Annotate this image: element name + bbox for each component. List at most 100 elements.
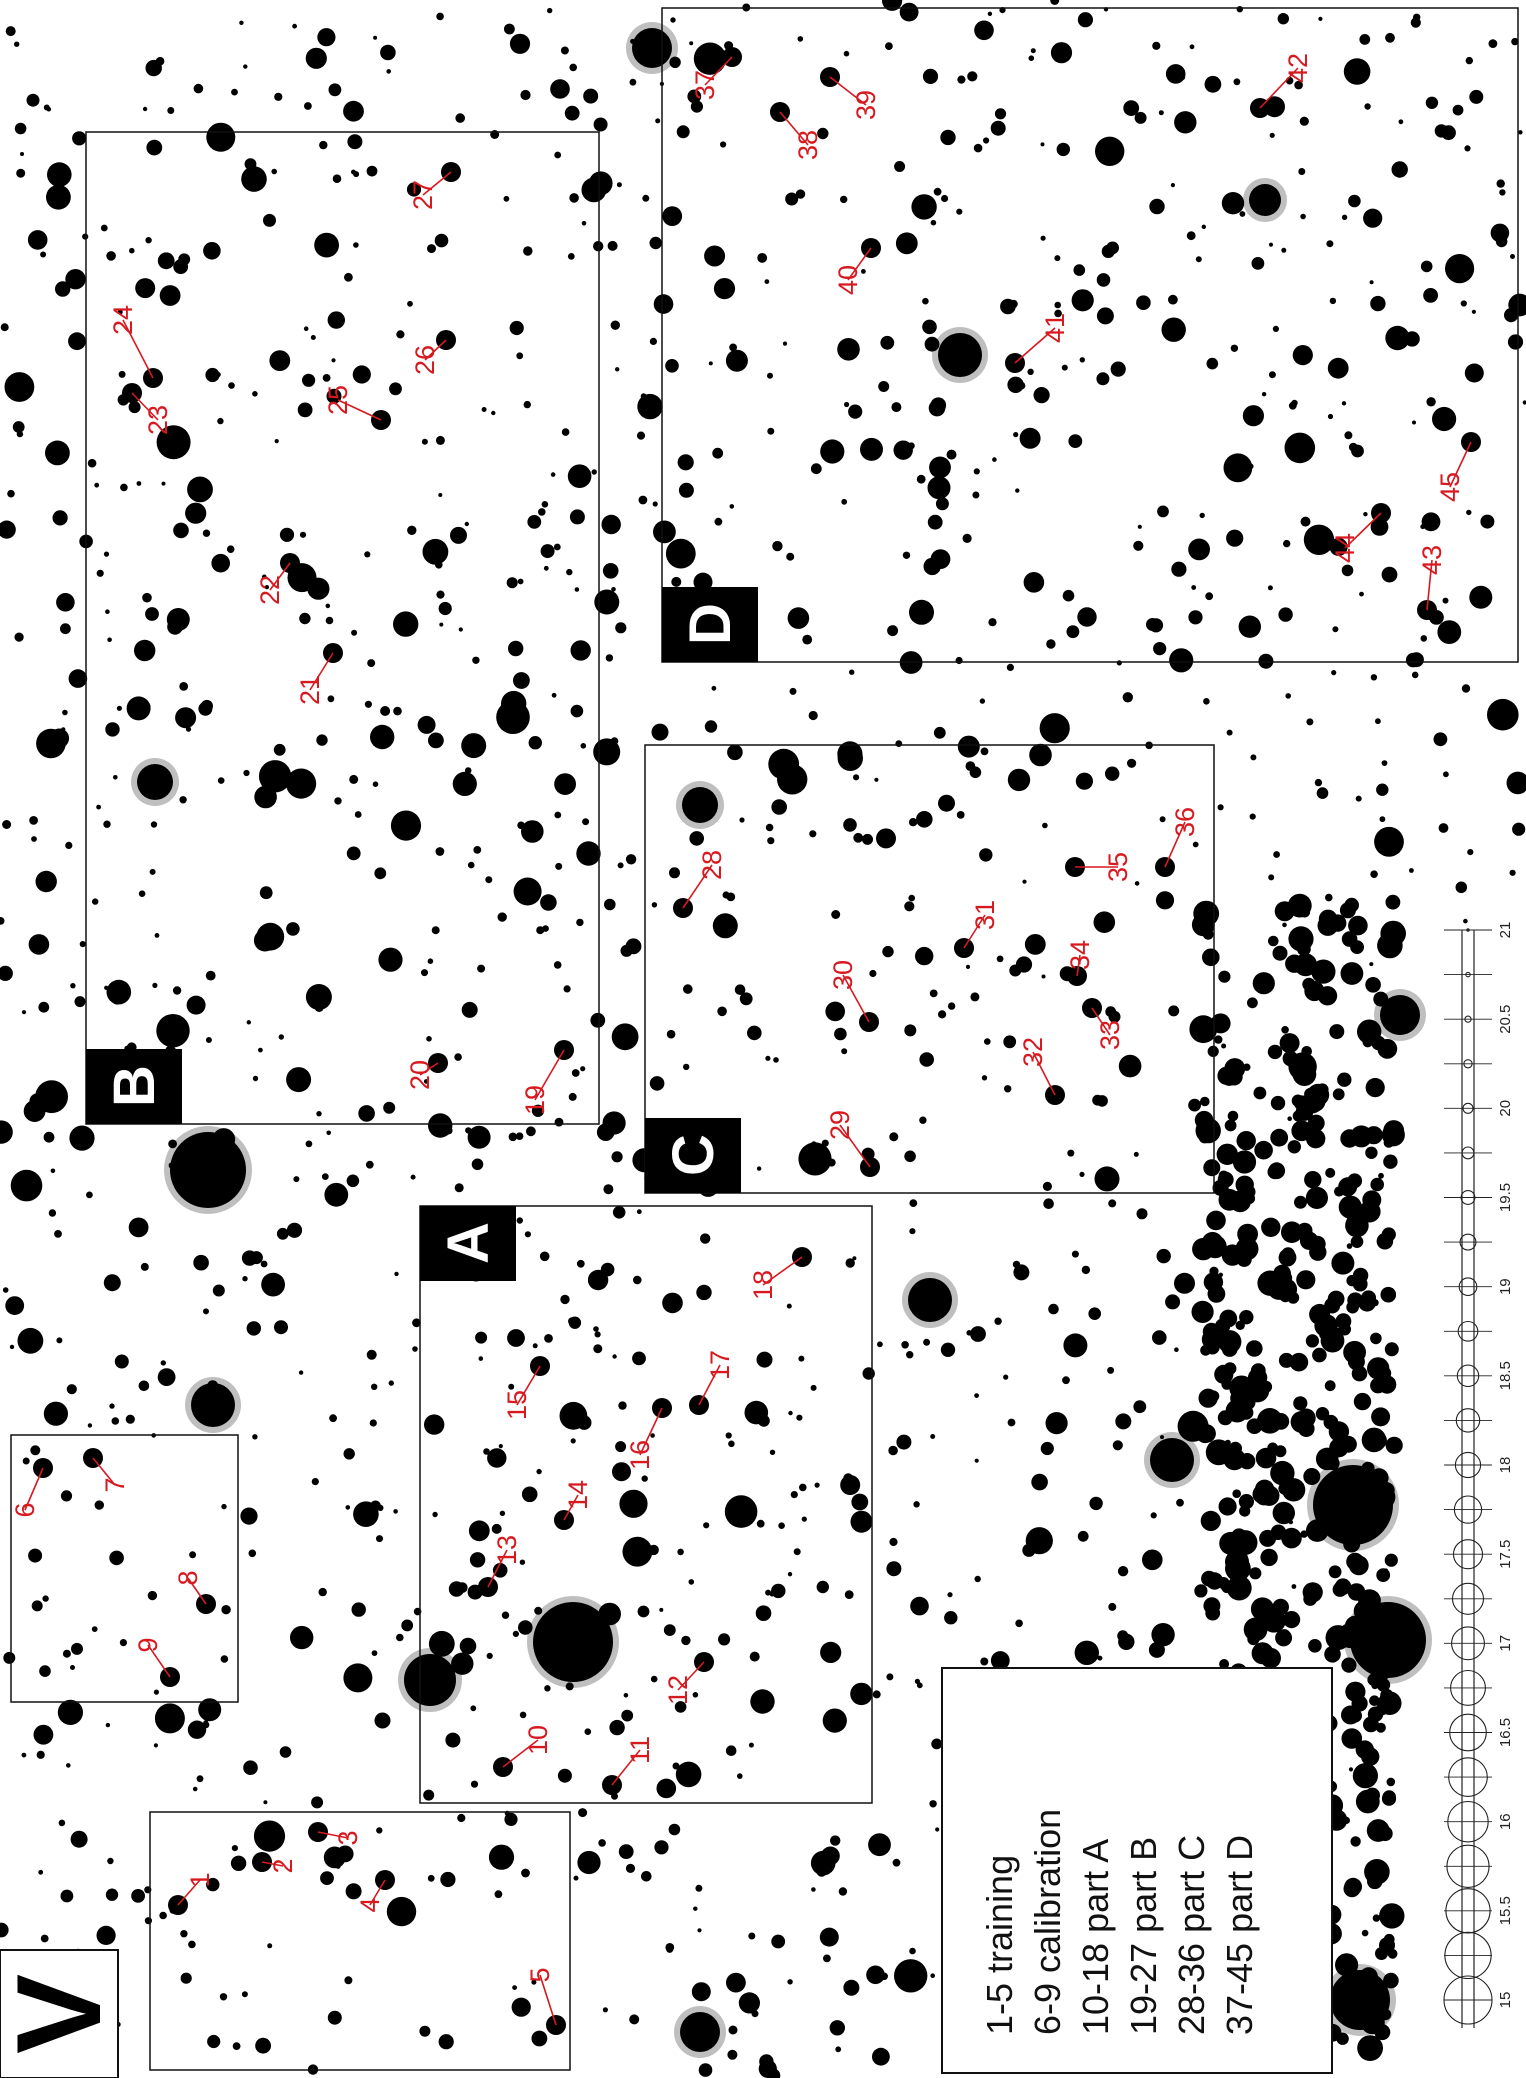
field-star — [1370, 1332, 1382, 1345]
field-star — [465, 1127, 472, 1134]
field-star — [351, 629, 358, 636]
field-star — [248, 1549, 257, 1558]
label-leader — [131, 392, 159, 421]
field-star — [1204, 75, 1222, 93]
label-leader — [563, 1494, 579, 1521]
field-star — [74, 996, 86, 1008]
field-star — [393, 611, 419, 637]
field-star — [1507, 334, 1524, 350]
field-star — [555, 862, 563, 870]
field-star — [1188, 538, 1210, 561]
field-star — [0, 520, 16, 539]
field-star — [1278, 607, 1293, 622]
field-star — [16, 430, 24, 438]
field-star — [105, 722, 120, 737]
region-d-text: D — [678, 603, 743, 645]
star-number-label: 29 — [825, 1110, 855, 1140]
field-star — [1197, 1424, 1216, 1443]
field-star — [1408, 652, 1424, 668]
field-star — [1221, 192, 1245, 215]
field-star — [1079, 1171, 1085, 1177]
field-star — [1370, 870, 1378, 878]
field-star — [1217, 804, 1224, 811]
field-star — [587, 1269, 609, 1291]
field-star — [372, 781, 379, 787]
field-star — [605, 654, 614, 662]
field-star — [393, 706, 402, 716]
field-star — [299, 612, 311, 625]
field-star — [539, 1251, 550, 1262]
field-star — [923, 557, 941, 576]
field-star — [810, 463, 822, 475]
field-star — [1230, 344, 1239, 352]
field-star — [1066, 625, 1080, 639]
field-star — [820, 1641, 842, 1663]
field-star — [1188, 610, 1203, 625]
field-star — [580, 743, 587, 749]
field-star — [1075, 772, 1093, 790]
field-star — [1425, 96, 1439, 110]
field-star — [666, 1029, 676, 1039]
field-star — [179, 682, 189, 691]
field-star — [477, 964, 486, 973]
field-star — [822, 1708, 847, 1733]
field-star — [580, 1066, 586, 1072]
field-star — [370, 724, 395, 750]
field-star — [727, 2049, 738, 2060]
field-star — [21, 1752, 27, 1758]
field-star — [1007, 768, 1031, 792]
field-star — [767, 372, 773, 379]
star-number-label: 35 — [1103, 852, 1133, 882]
field-star — [578, 1808, 588, 1818]
field-star — [290, 1625, 314, 1650]
field-star — [889, 1132, 899, 1142]
field-star — [244, 158, 257, 171]
field-star — [675, 1761, 702, 1788]
field-star — [1191, 585, 1197, 590]
field-star — [909, 1199, 918, 1207]
star-number-label: 34 — [1065, 940, 1095, 970]
field-star — [1142, 1549, 1163, 1571]
field-star — [941, 194, 949, 203]
field-star — [156, 1013, 190, 1048]
star-number-label: 42 — [1283, 53, 1313, 83]
field-star — [374, 867, 387, 880]
field-star — [1325, 1625, 1351, 1651]
field-star — [1226, 729, 1233, 736]
label-leader — [419, 1062, 439, 1076]
field-star — [1054, 309, 1062, 318]
field-star — [87, 458, 97, 468]
field-star — [1225, 1399, 1249, 1423]
field-star — [581, 221, 587, 226]
field-star — [1384, 1553, 1398, 1567]
field-star — [371, 1383, 378, 1391]
field-star — [1040, 235, 1046, 241]
label-leader — [539, 1974, 557, 2026]
field-star — [979, 848, 993, 862]
field-star — [901, 1341, 909, 1349]
field-star — [327, 2010, 342, 2025]
field-star — [565, 1682, 574, 1691]
field-star — [611, 587, 616, 592]
field-star — [1365, 1078, 1385, 1098]
field-star — [946, 449, 957, 460]
field-star — [1199, 512, 1205, 519]
field-star — [28, 1548, 43, 1563]
field-star — [332, 174, 342, 183]
field-star — [246, 1321, 261, 1336]
field-star — [1346, 1243, 1353, 1249]
field-star — [103, 820, 111, 828]
field-star — [1307, 1114, 1325, 1132]
field-star — [612, 1354, 617, 1359]
field-star — [65, 269, 86, 290]
star-number-label: 3 — [333, 1830, 363, 1845]
field-star — [221, 1503, 227, 1510]
field-star — [662, 1292, 683, 1314]
label-leader — [1091, 1007, 1111, 1036]
field-star — [119, 1639, 127, 1647]
field-star — [1108, 1010, 1121, 1023]
field-star — [252, 1075, 259, 1082]
field-star — [1348, 1555, 1369, 1576]
field-star — [1223, 1448, 1246, 1471]
label-leader — [847, 247, 872, 281]
